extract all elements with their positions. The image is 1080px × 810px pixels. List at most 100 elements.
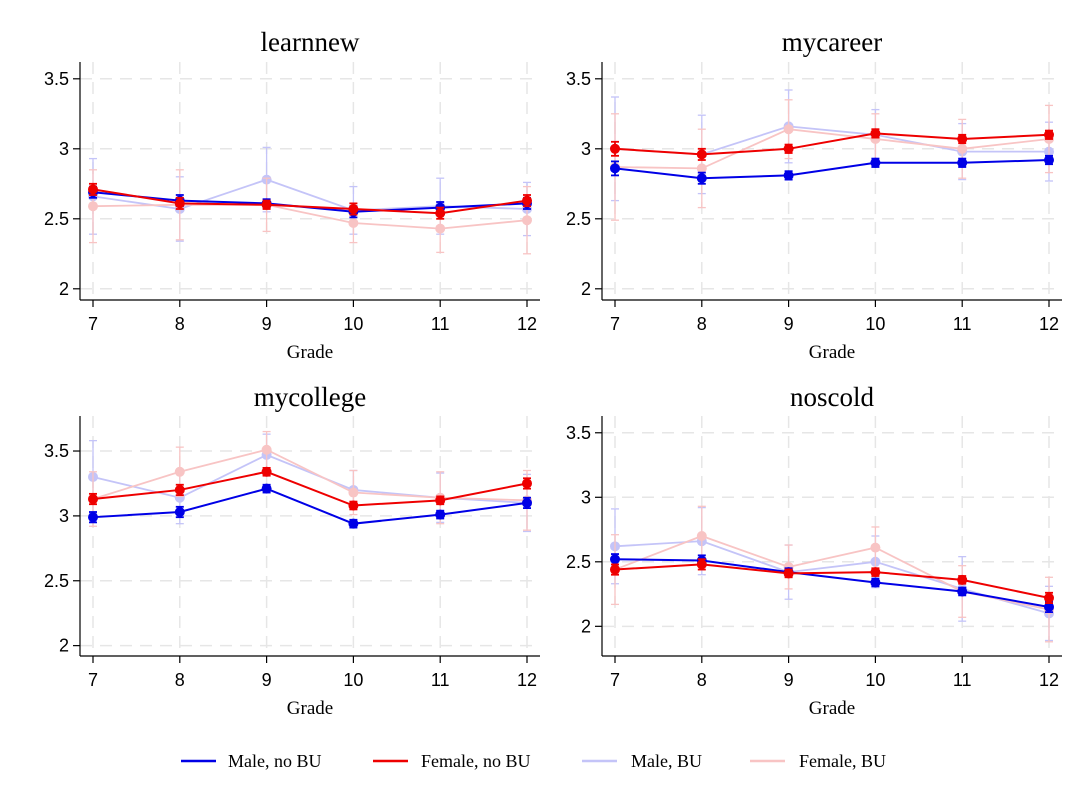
x-tick-label: 8 [175, 314, 185, 334]
data-point [261, 444, 272, 455]
data-point [870, 577, 881, 588]
data-point [435, 223, 446, 234]
y-tick-label: 3 [581, 139, 591, 159]
data-point [957, 586, 968, 597]
data-point [261, 199, 272, 210]
data-point [696, 163, 707, 174]
series-female-no-bu [88, 466, 532, 511]
data-point [348, 204, 359, 214]
series-line [92, 470, 528, 507]
data-point [696, 149, 707, 160]
data-point [435, 208, 446, 219]
data-point [88, 494, 98, 505]
series-male-no-bu [88, 483, 532, 529]
legend-item-male-bu: Male, BU [582, 751, 702, 771]
x-tick-label: 7 [610, 314, 620, 334]
data-point [610, 564, 620, 575]
series-line [92, 487, 528, 525]
data-point [174, 198, 185, 209]
data-point [348, 518, 359, 529]
data-point [957, 574, 968, 585]
data-point [783, 170, 794, 181]
y-tick-label: 2.5 [44, 571, 69, 591]
x-tick-label: 9 [784, 670, 794, 690]
data-point [88, 512, 98, 523]
x-tick-label: 7 [88, 670, 98, 690]
x-tick-label: 11 [953, 314, 972, 334]
legend: Male, no BU Female, no BU Male, BU Femal… [181, 751, 886, 771]
x-tick-label: 10 [865, 314, 885, 334]
series-line [92, 188, 528, 215]
series-line [614, 563, 1050, 599]
data-point [88, 184, 98, 195]
data-point [1044, 155, 1054, 165]
data-point [1044, 592, 1054, 603]
data-point [435, 509, 446, 520]
y-tick-label: 2 [581, 616, 591, 636]
data-point [1044, 601, 1054, 612]
panel-title: mycollege [254, 382, 366, 412]
series-female-bu [610, 99, 1054, 221]
series-female-no-bu [610, 558, 1054, 604]
series-male-no-bu [610, 154, 1054, 185]
data-point [522, 497, 532, 508]
data-point [88, 201, 98, 212]
y-tick-label: 2 [581, 279, 591, 299]
series-line [614, 132, 1050, 156]
panel-mycollege: mycollege 2 2.5 3 3.5 7 8 9 10 11 12 Grade [44, 382, 540, 719]
x-tick-label: 11 [431, 670, 450, 690]
data-point [522, 195, 532, 206]
x-tick-label: 10 [343, 314, 363, 334]
panel-learnnew: learnnew 2 2.5 3 3.5 7 8 9 10 11 12 Grade [44, 27, 540, 363]
data-point [870, 157, 881, 168]
x-tick-label: 7 [610, 670, 620, 690]
x-tick-label: 8 [697, 314, 707, 334]
legend-item-female-no-bu: Female, no BU [373, 751, 531, 771]
data-point [174, 466, 185, 477]
y-tick-label: 2.5 [566, 209, 591, 229]
x-tick-label: 9 [784, 314, 794, 334]
data-point [696, 559, 707, 570]
x-tick-label: 8 [175, 670, 185, 690]
data-point [522, 215, 532, 226]
y-tick-label: 2 [59, 279, 69, 299]
x-tick-label: 8 [697, 670, 707, 690]
legend-label: Female, no BU [421, 751, 531, 771]
series-female-no-bu [610, 128, 1054, 161]
series-male-bu [610, 506, 1054, 642]
series-line [614, 128, 1050, 170]
series-female-no-bu [88, 182, 532, 220]
data-point [957, 157, 968, 168]
data-point [610, 143, 620, 154]
data-point [348, 500, 359, 511]
y-tick-label: 3.5 [44, 441, 69, 461]
x-tick-label: 9 [262, 670, 272, 690]
data-point [261, 483, 272, 494]
y-tick-label: 3 [581, 487, 591, 507]
data-point [435, 495, 446, 506]
x-tick-label: 12 [517, 670, 537, 690]
x-tick-label: 12 [1039, 670, 1059, 690]
legend-item-female-bu: Female, BU [750, 751, 886, 771]
x-axis-label: Grade [809, 698, 855, 719]
data-point [870, 567, 881, 578]
data-point [348, 487, 359, 498]
y-tick-label: 2.5 [44, 209, 69, 229]
series-male-bu [88, 433, 532, 533]
data-point [348, 218, 359, 228]
data-point [610, 554, 620, 565]
y-tick-label: 3.5 [566, 423, 591, 443]
legend-label: Male, no BU [228, 751, 322, 771]
series-male-bu [88, 146, 532, 242]
data-point [174, 484, 185, 495]
data-point [174, 507, 185, 517]
data-point [610, 163, 620, 174]
y-tick-label: 2 [59, 636, 69, 656]
x-axis-label: Grade [287, 698, 333, 719]
data-point [261, 466, 272, 477]
data-point [783, 568, 794, 579]
legend-label: Male, BU [631, 751, 702, 771]
y-tick-label: 2.5 [566, 552, 591, 572]
series-male-no-bu [88, 185, 532, 219]
